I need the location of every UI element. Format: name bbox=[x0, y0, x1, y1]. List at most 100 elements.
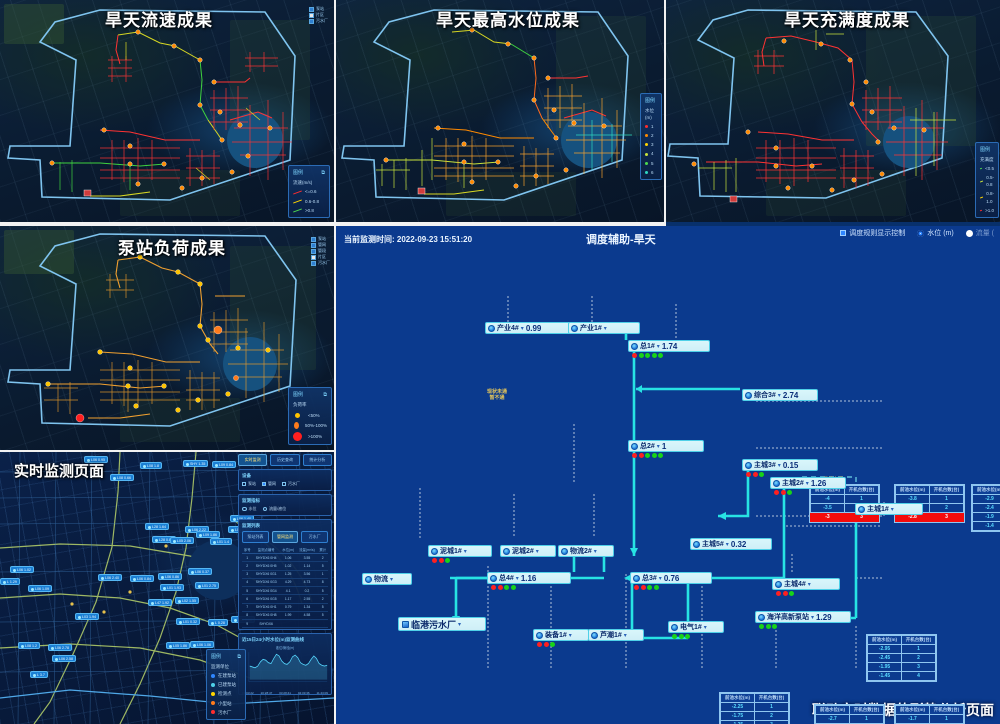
scheduler-node-wuliu2[interactable]: 物流2# ▾ bbox=[558, 545, 614, 557]
map-measure-chip[interactable]: L06 0.84 bbox=[130, 575, 154, 582]
scheduler-node-zhuangbei1[interactable]: 装备1# ▾ bbox=[533, 629, 589, 641]
chevron-down-icon[interactable]: ▾ bbox=[535, 548, 539, 555]
legend-box-realtime[interactable]: 图例 ⧉ 监测单位 在建泵站 已建泵站 检测点 小型站 污水厂 bbox=[206, 648, 246, 720]
tab-pump-list[interactable]: 泵站列表 bbox=[242, 531, 269, 543]
map-measure-chip[interactable]: L08 0.66 bbox=[110, 474, 134, 481]
chevron-down-icon[interactable]: ▾ bbox=[515, 575, 519, 582]
chevron-down-icon[interactable]: ▾ bbox=[656, 443, 660, 450]
legend-box-p1[interactable]: 图例 ⧉ 流速(m/s) <=0.6 0.6-0.8 >0.8 bbox=[288, 165, 330, 218]
collapse-icon[interactable]: ⧉ bbox=[321, 170, 325, 177]
panel-pump-load[interactable]: 泵站负荷成果 泵站 管网 管段 片区 污水厂 图例 ⧉ 负荷率 <50% 50%-… bbox=[0, 226, 334, 451]
card-trend-chart[interactable]: 近15日24小时水位(m)监测曲线 液位/管径(m) 19:03:22 20:28… bbox=[238, 633, 332, 696]
scheduler-node-chanye1[interactable]: 产业1# ▾ bbox=[568, 322, 640, 334]
map-measure-chip[interactable]: L08 1.8 bbox=[140, 462, 162, 469]
map-measure-chip[interactable]: L06 1.06 bbox=[190, 641, 214, 648]
map-measure-chip[interactable]: L 3.7 bbox=[30, 671, 48, 678]
table-body[interactable]: 1 SHYDX6 0H4 1.06 3.55 2 2 SHYDX6 0H5 1.02 1.14 5… bbox=[242, 553, 328, 629]
panel-dry-fullness[interactable]: 旱天充满度成果 图例 充满度 <0.5 0.5-0.8 0.8-1.0 >1.0 bbox=[666, 0, 1000, 222]
table-row[interactable]: 8 SHYDX6 0H8 1.99 4.58 5 bbox=[242, 611, 328, 621]
monitor-list-tabs[interactable]: 泵站列表 管网监测 污水厂 bbox=[242, 531, 329, 543]
chevron-down-icon[interactable]: ▾ bbox=[603, 325, 607, 332]
table-row[interactable]: 3 SHYDX6 0G1 1.25 3.56 1 bbox=[242, 570, 328, 579]
legend-box-p3[interactable]: 图例 充满度 <0.5 0.5-0.8 0.8-1.0 >1.0 bbox=[975, 141, 999, 218]
chevron-down-icon[interactable]: ▾ bbox=[656, 343, 660, 350]
scheduler-node-nicheng2[interactable]: 泥城2# ▾ bbox=[500, 545, 556, 557]
table-row[interactable]: 2 SHYDX6 0H5 1.02 1.14 5 bbox=[242, 561, 328, 571]
tab-realtime-monitoring[interactable]: 实时监测 bbox=[238, 454, 268, 466]
radio-icon[interactable] bbox=[242, 506, 247, 512]
map-measure-chip[interactable]: L47 1.92 bbox=[148, 599, 172, 606]
tab-pipe-monitoring[interactable]: 管网监测 bbox=[271, 531, 299, 543]
scheduler-node-luchao1[interactable]: 芦潮1# ▾ bbox=[588, 629, 644, 641]
scheduler-node-zong2[interactable]: 总2# ▾ 1 bbox=[628, 440, 704, 452]
table-row[interactable]: 6 SHYDX6 0G5 1.17 2.55 2 bbox=[242, 594, 328, 604]
map-measure-chip[interactable]: L03 1.94 bbox=[75, 613, 99, 620]
option-pipe-network[interactable]: 管网 bbox=[262, 481, 276, 487]
scheduler-controls[interactable]: 调度规则显示控制 水位 (m) 流量 ( bbox=[840, 228, 994, 238]
map-measure-chip[interactable]: L09 1.86 bbox=[196, 531, 220, 538]
chevron-down-icon[interactable]: ▾ bbox=[458, 621, 462, 628]
map-measure-chip[interactable]: L01 0.32 bbox=[176, 618, 200, 625]
map-measure-chip[interactable]: L 1.29 bbox=[0, 578, 20, 585]
panel-scheduling-assistant[interactable]: 当前监测时间: 2022-09-23 15:51:20 调度辅助-旱天 调度规则… bbox=[336, 226, 1000, 724]
scheduler-node-dianqi1[interactable]: 电气1# ▾ bbox=[668, 621, 724, 633]
scheduler-node-zong1[interactable]: 总1# ▾ 1.74 bbox=[628, 340, 710, 352]
map-measure-chip[interactable]: L01 1.4 bbox=[210, 538, 232, 545]
tab-history-query[interactable]: 历史查询 bbox=[270, 454, 300, 466]
option-water-level[interactable]: 水位 bbox=[242, 506, 257, 512]
scheduler-node-zhucheng5[interactable]: 主城5# ▾ 0.32 bbox=[690, 538, 772, 550]
chevron-down-icon[interactable]: ▾ bbox=[807, 581, 811, 588]
checkbox-icon[interactable] bbox=[242, 482, 246, 486]
checkbox-icon[interactable] bbox=[282, 482, 286, 486]
checkbox-icon[interactable] bbox=[262, 482, 266, 486]
map-measure-chip[interactable]: L08 1.2 bbox=[18, 642, 40, 649]
map-measure-chip[interactable]: L01 1.93 bbox=[160, 584, 184, 591]
map-measure-chip[interactable]: SHY 1.35 bbox=[183, 460, 209, 467]
chevron-down-icon[interactable]: ▾ bbox=[811, 614, 815, 621]
realtime-sidebar[interactable]: 实时监测 历史查询 统计分析 设备 泵站 管网 污水厂 监测指标 水位 流量/液… bbox=[238, 454, 332, 698]
scheduler-node-zhucheng4[interactable]: 主城4# ▾ bbox=[772, 578, 840, 590]
scheduler-node-nicheng1[interactable]: 泥城1# ▾ bbox=[428, 545, 492, 557]
table-row[interactable]: 1 SHYDX6 0H4 1.06 3.55 2 bbox=[242, 553, 328, 563]
panel-dry-velocity[interactable]: 旱天流速成果 泵站 片区 污水厂 图例 ⧉ 流速(m/s) <=0.6 0.6-0… bbox=[0, 0, 334, 222]
map-measure-chip[interactable]: L05 2.06 bbox=[170, 537, 194, 544]
scheduler-node-zhucheng3[interactable]: 主城3# ▾ 0.15 bbox=[742, 459, 818, 471]
table-row[interactable]: 9 SHYDX6 bbox=[242, 619, 328, 629]
control-water-level[interactable]: 水位 (m) bbox=[917, 228, 954, 238]
map-measure-chip[interactable]: L09 0.84 bbox=[212, 461, 236, 468]
card-metric-filter[interactable]: 监测指标 水位 流量/液位 bbox=[238, 494, 332, 516]
metric-options[interactable]: 水位 流量/液位 bbox=[242, 506, 328, 512]
scheduler-node-chanye4[interactable]: 产业4# ▾ 0.99 bbox=[485, 322, 571, 334]
chevron-down-icon[interactable]: ▾ bbox=[777, 392, 781, 399]
option-wwtp[interactable]: 污水厂 bbox=[282, 481, 300, 487]
chevron-down-icon[interactable]: ▾ bbox=[623, 632, 627, 639]
option-pump-station[interactable]: 泵站 bbox=[242, 481, 256, 487]
card-monitor-list[interactable]: 监测列表 泵站列表 管网监测 污水厂 序号 监测点编号 水位(m) 流量(m³/s) 累… bbox=[238, 519, 332, 631]
map-measure-chip[interactable]: L01 2.75 bbox=[195, 582, 219, 589]
table-row[interactable]: 7 SHYDX6 0H1 0.79 1.34 5 bbox=[242, 603, 328, 612]
chevron-down-icon[interactable]: ▾ bbox=[463, 548, 467, 555]
control-rule-display[interactable]: 调度规则显示控制 bbox=[840, 228, 905, 238]
panel-dry-max-waterlevel[interactable]: 旱天最高水位成果 图例 水位(m) 1 2 3 4 5 6 bbox=[336, 0, 664, 222]
map-measure-chip[interactable]: L06 0.86 bbox=[158, 573, 182, 580]
radio-icon[interactable] bbox=[965, 229, 973, 237]
map-measure-chip[interactable]: L 0.28 bbox=[208, 619, 228, 626]
radio-icon[interactable] bbox=[917, 229, 925, 237]
map-measure-chip[interactable]: L06 0.37 bbox=[188, 568, 212, 575]
chevron-down-icon[interactable]: ▾ bbox=[777, 462, 781, 469]
tab-wwtp[interactable]: 污水厂 bbox=[301, 531, 329, 543]
scheduler-node-zong3[interactable]: 总3# ▾ 0.76 bbox=[630, 572, 712, 584]
map-measure-chip[interactable]: L06 0.95 bbox=[84, 456, 108, 463]
scheduler-node-zhucheng1[interactable]: 主城1# ▾ bbox=[855, 503, 923, 515]
legend-box-p2[interactable]: 图例 水位(m) 1 2 3 4 5 6 bbox=[640, 92, 662, 180]
chevron-down-icon[interactable]: ▾ bbox=[890, 506, 894, 513]
scheduler-node-lingang[interactable]: 临港污水厂 ▾ bbox=[398, 617, 486, 631]
radio-icon[interactable] bbox=[262, 506, 267, 512]
chevron-down-icon[interactable]: ▾ bbox=[593, 548, 597, 555]
panel-realtime-monitoring[interactable]: 实时监测页面 L06 0.95 L08 1.8 SHY 1.35 L09 0.84 L0… bbox=[0, 452, 334, 724]
collapse-icon[interactable]: ⧉ bbox=[237, 653, 241, 660]
control-flow[interactable]: 流量 ( bbox=[965, 228, 994, 238]
map-measure-chip[interactable]: L28 1.64 bbox=[145, 523, 169, 530]
monitor-table[interactable]: 序号 监测点编号 水位(m) 流量(m³/s) 累计 1 SHYDX6 0H4 1.06 3.… bbox=[242, 546, 328, 629]
realtime-tabs[interactable]: 实时监测 历史查询 统计分析 bbox=[238, 454, 332, 466]
